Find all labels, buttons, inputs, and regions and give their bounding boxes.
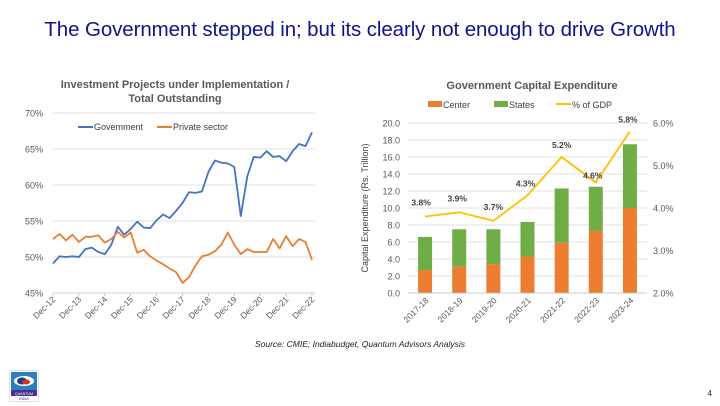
right-chart-secondary-y-ticks: 2.0% 3.0% 4.0% 5.0% 6.0%: [653, 119, 674, 299]
right-y2-tick-label: 4.0%: [653, 204, 674, 214]
left-x-tick-label: Dec-20: [238, 294, 265, 321]
right-y-tick-label: 6.0: [387, 238, 400, 248]
bar-center: [452, 266, 467, 293]
right-chart-x-ticks: 2017-18 2018-19 2019-20 2020-21 2021-22 2022-…: [401, 292, 647, 324]
right-x-tick-label: 2023-24: [606, 295, 635, 324]
gdp-data-label: 5.2%: [552, 140, 572, 150]
right-chart-legend: Center States % of GDP: [428, 100, 612, 110]
left-chart-x-ticks: Dec-12 Dec-13 Dec-14 Dec-15 Dec-16 Dec-17 Dec-…: [31, 293, 317, 321]
bar-states: [486, 229, 501, 265]
right-y-tick-label: 4.0: [387, 255, 400, 265]
left-y-tick-label: 65%: [25, 145, 43, 155]
logo-icon: QUANTUM INDIA: [11, 372, 37, 401]
logo-text-bottom: INDIA: [19, 397, 29, 401]
right-x-tick-label: 2018-19: [435, 295, 464, 324]
right-y-tick-label: 14.0: [382, 170, 400, 180]
right-y-tick-label: 2.0: [387, 272, 400, 282]
right-chart-gridlines: [408, 122, 647, 294]
right-x-tick-label: 2021-22: [538, 295, 567, 324]
bar-states: [588, 186, 603, 231]
legend-label-center: Center: [443, 100, 470, 110]
right-y-tick-label: 16.0: [382, 153, 400, 163]
right-x-tick-label: 2019-20: [470, 295, 499, 324]
bar-states: [622, 144, 637, 208]
left-y-tick-label: 50%: [25, 253, 43, 263]
right-y-tick-label: 18.0: [382, 136, 400, 146]
page-number: 4: [707, 389, 712, 398]
left-chart-legend: Govemment Private sector: [78, 122, 228, 132]
bar-states: [554, 188, 569, 243]
right-chart-title: Government Capital Expenditure: [446, 80, 617, 92]
left-x-tick-label: Dec-17: [160, 294, 187, 321]
right-y-tick-label: 12.0: [382, 187, 400, 197]
quantum-india-logo: QUANTUM INDIA: [9, 370, 39, 402]
left-chart-title-line2: Total Outstanding: [128, 93, 221, 105]
left-chart-series: [52, 132, 313, 284]
government-line: [52, 132, 313, 265]
gdp-data-label: 4.3%: [516, 178, 536, 188]
logo-text-top: QUANTUM: [15, 392, 33, 396]
left-chart-gridlines: [53, 112, 315, 294]
left-x-tick-label: Dec-19: [212, 294, 239, 321]
legend-label-gdp: % of GDP: [572, 100, 612, 110]
right-chart-gdp-line: 3.8% 3.9% 3.7% 4.3% 5.2% 4.6% 5.8%: [411, 115, 638, 222]
legend-swatch-states: [494, 101, 508, 107]
right-y-tick-label: 8.0: [387, 221, 400, 231]
bar-states: [418, 236, 433, 271]
investment-projects-chart: Investment Projects under Implementation…: [25, 79, 317, 321]
left-x-tick-label: Dec-18: [186, 294, 213, 321]
bar-states: [452, 229, 467, 267]
legend-swatch-center: [428, 101, 442, 107]
left-y-tick-label: 45%: [25, 289, 43, 299]
left-x-tick-label: Dec-13: [57, 294, 84, 321]
right-y-tick-label: 0.0: [387, 289, 400, 299]
right-y2-tick-label: 5.0%: [653, 161, 674, 171]
legend-label-government: Govemment: [94, 122, 144, 132]
bar-center: [520, 256, 535, 293]
bar-center: [554, 242, 569, 293]
right-y2-tick-label: 3.0%: [653, 246, 674, 256]
legend-label-private: Private sector: [173, 122, 228, 132]
private-sector-line: [52, 230, 313, 284]
left-x-tick-label: Dec-21: [264, 294, 291, 321]
left-x-tick-label: Dec-16: [135, 294, 162, 321]
right-chart-y-axis-title: Capital Expenditure (Rs. Trillion): [360, 143, 370, 272]
right-x-tick-label: 2022-23: [572, 295, 601, 324]
bar-center: [622, 208, 637, 293]
left-y-tick-label: 55%: [25, 217, 43, 227]
right-chart-bars: [418, 144, 637, 293]
gdp-data-label: 4.6%: [583, 171, 603, 181]
gdp-percent-line: [424, 130, 631, 222]
right-chart-y-ticks: 0.0 2.0 4.0 6.0 8.0 10.0 12.0 14.0 16.0 18.0 20.0: [382, 119, 400, 299]
left-x-tick-label: Dec-22: [290, 294, 317, 321]
gdp-data-label: 3.8%: [411, 198, 431, 208]
right-y2-tick-label: 6.0%: [653, 119, 674, 129]
left-x-tick-label: Dec-15: [109, 294, 136, 321]
right-y-tick-label: 20.0: [382, 119, 400, 129]
legend-label-states: States: [509, 100, 535, 110]
gdp-data-label: 3.7%: [484, 202, 504, 212]
right-x-tick-label: 2017-18: [401, 295, 430, 324]
bar-states: [520, 222, 535, 257]
bar-center: [486, 264, 501, 293]
left-y-tick-label: 70%: [25, 109, 43, 119]
right-x-tick-label: 2020-21: [504, 295, 533, 324]
slide-title: The Government stepped in; but its clear…: [44, 18, 676, 41]
gdp-data-label: 5.8%: [618, 115, 638, 125]
bar-center: [588, 230, 603, 293]
left-x-tick-label: Dec-14: [83, 294, 110, 321]
left-chart-title-line1: Investment Projects under Implementation…: [61, 79, 290, 91]
bar-center: [418, 270, 433, 293]
right-y2-tick-label: 2.0%: [653, 289, 674, 299]
gdp-data-label: 3.9%: [448, 193, 468, 203]
source-note: Source: CMIE; Indiabudget, Quantum Advis…: [254, 339, 466, 349]
right-y-tick-label: 10.0: [382, 204, 400, 214]
left-chart-y-ticks: 45% 50% 55% 60% 65% 70%: [25, 109, 43, 299]
left-y-tick-label: 60%: [25, 181, 43, 191]
